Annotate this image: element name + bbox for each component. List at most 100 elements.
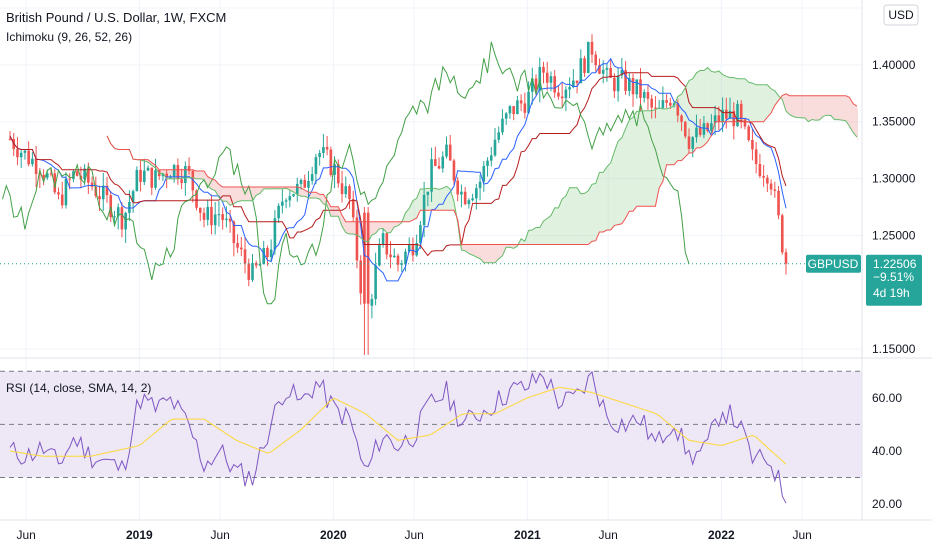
candle-body[interactable] <box>165 173 168 178</box>
candle-body[interactable] <box>206 206 210 220</box>
candle-body[interactable] <box>501 118 504 133</box>
candle-body[interactable] <box>717 115 721 123</box>
candle-body[interactable] <box>504 113 508 119</box>
candle-body[interactable] <box>560 96 564 99</box>
candle-body[interactable] <box>374 265 377 300</box>
rsi-axis[interactable]: 20.00 40.00 60.00 <box>872 391 902 511</box>
candle-body[interactable] <box>609 68 612 78</box>
candle-body[interactable] <box>131 191 135 202</box>
candle-body[interactable] <box>691 137 695 149</box>
candle-body[interactable] <box>538 66 542 91</box>
candle-body[interactable] <box>590 41 594 55</box>
candle-body[interactable] <box>404 251 407 264</box>
candle-body[interactable] <box>154 170 157 188</box>
candle-body[interactable] <box>445 144 448 157</box>
candle-body[interactable] <box>463 191 467 205</box>
candle-body[interactable] <box>34 158 38 175</box>
candle-body[interactable] <box>497 132 501 140</box>
candle-body[interactable] <box>363 212 366 304</box>
candle-body[interactable] <box>161 173 165 177</box>
candle-body[interactable] <box>695 127 698 138</box>
candle-body[interactable] <box>758 163 762 177</box>
candle-body[interactable] <box>273 218 277 250</box>
candle-body[interactable] <box>232 221 236 244</box>
candle-body[interactable] <box>516 100 519 115</box>
candle-body[interactable] <box>725 109 728 119</box>
candle-body[interactable] <box>266 247 269 258</box>
candle-body[interactable] <box>191 170 195 191</box>
candle-body[interactable] <box>471 198 474 201</box>
candle-body[interactable] <box>575 80 579 84</box>
candle-body[interactable] <box>769 183 773 190</box>
candle-body[interactable] <box>687 136 691 149</box>
candle-body[interactable] <box>437 165 441 169</box>
candle-body[interactable] <box>31 158 34 165</box>
rsi-legend[interactable]: RSI (14, close, SMA, 14, 2) <box>6 381 151 395</box>
candle-body[interactable] <box>288 196 292 201</box>
candle-body[interactable] <box>281 201 284 206</box>
candle-body[interactable] <box>766 177 769 184</box>
candle-body[interactable] <box>631 77 635 95</box>
candle-body[interactable] <box>482 165 486 182</box>
candle-body[interactable] <box>87 168 90 183</box>
candle-body[interactable] <box>57 192 60 195</box>
candle-body[interactable] <box>98 196 101 200</box>
candle-body[interactable] <box>545 72 549 83</box>
candle-body[interactable] <box>344 186 348 195</box>
candle-body[interactable] <box>389 254 392 258</box>
candle-body[interactable] <box>773 189 777 191</box>
candle-body[interactable] <box>101 185 105 200</box>
candle-body[interactable] <box>586 41 590 73</box>
candle-body[interactable] <box>27 150 30 165</box>
candle-body[interactable] <box>400 263 404 265</box>
candle-body[interactable] <box>378 244 381 266</box>
candle-body[interactable] <box>654 107 657 109</box>
candle-body[interactable] <box>713 115 717 124</box>
candle-body[interactable] <box>292 194 295 197</box>
candle-body[interactable] <box>116 207 120 217</box>
candle-body[interactable] <box>236 243 239 248</box>
candle-body[interactable] <box>568 87 571 90</box>
candle-body[interactable] <box>564 89 568 99</box>
candle-body[interactable] <box>680 115 683 122</box>
candle-body[interactable] <box>508 106 512 114</box>
candle-body[interactable] <box>519 100 523 104</box>
candle-body[interactable] <box>460 191 463 195</box>
candle-body[interactable] <box>613 77 616 92</box>
candle-body[interactable] <box>486 160 489 166</box>
candle-body[interactable] <box>310 174 314 181</box>
candle-body[interactable] <box>721 109 724 123</box>
candle-body[interactable] <box>38 174 42 176</box>
candle-body[interactable] <box>415 243 418 256</box>
candle-body[interactable] <box>120 207 124 230</box>
candle-body[interactable] <box>549 76 553 83</box>
candle-body[interactable] <box>213 214 217 226</box>
candle-body[interactable] <box>105 185 109 196</box>
candle-body[interactable] <box>318 152 321 158</box>
candle-body[interactable] <box>605 68 609 70</box>
candle-body[interactable] <box>777 190 780 216</box>
candle-body[interactable] <box>456 180 459 195</box>
candle-body[interactable] <box>303 179 307 188</box>
candle-body[interactable] <box>646 92 650 99</box>
candle-body[interactable] <box>49 173 53 175</box>
candle-body[interactable] <box>340 183 344 195</box>
candle-body[interactable] <box>441 156 445 169</box>
candle-body[interactable] <box>23 150 27 153</box>
candle-body[interactable] <box>307 180 310 188</box>
candle-body[interactable] <box>489 155 493 161</box>
candle-body[interactable] <box>784 252 788 264</box>
candle-body[interactable] <box>762 176 765 178</box>
candle-body[interactable] <box>751 140 754 150</box>
candle-body[interactable] <box>702 123 706 135</box>
candle-body[interactable] <box>202 212 206 220</box>
symbol-title[interactable]: British Pound / U.S. Dollar, 1W, FXCM <box>6 10 226 25</box>
candle-body[interactable] <box>198 207 202 213</box>
candle-body[interactable] <box>228 218 232 222</box>
candle-body[interactable] <box>542 66 545 73</box>
candle-body[interactable] <box>448 144 452 161</box>
candle-body[interactable] <box>83 168 86 180</box>
candle-body[interactable] <box>475 188 478 199</box>
candle-body[interactable] <box>366 212 370 304</box>
candle-body[interactable] <box>754 149 758 164</box>
